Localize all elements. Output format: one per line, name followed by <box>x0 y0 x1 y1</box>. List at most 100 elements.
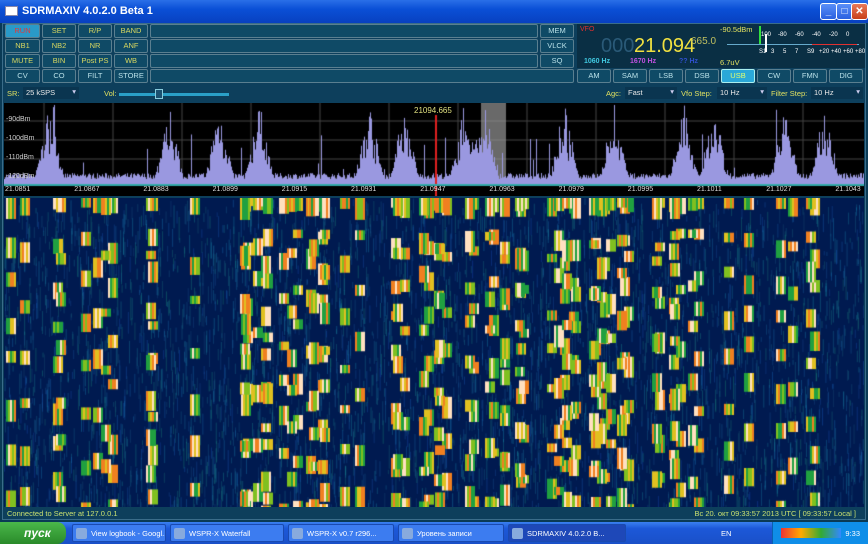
mode-button-sam[interactable]: SAM <box>613 69 647 83</box>
start-button[interactable]: пуск <box>0 522 66 544</box>
status-connection: Connected to Server at 127.0.0.1 <box>7 509 118 518</box>
freq-label: 21.0947 <box>420 186 446 193</box>
toolbar-button-filt[interactable]: FILT <box>78 69 112 83</box>
toolbar-button-co[interactable]: CO <box>42 69 76 83</box>
mode-button-am[interactable]: AM <box>577 69 611 83</box>
taskbar-item[interactable]: SDRMAXIV 4.0.2.0 B... <box>508 524 626 542</box>
toolbar-button-nb1[interactable]: NB1 <box>5 39 40 53</box>
freq-label: 21.0899 <box>212 186 238 193</box>
task-icon <box>174 528 185 539</box>
vfo-dim-digits: 000 <box>601 35 635 57</box>
clock: 9:33 <box>845 529 860 538</box>
toolbar-button-set[interactable]: SET <box>42 24 76 38</box>
taskbar-item[interactable]: WSPR-X Waterfall <box>170 524 284 542</box>
smeter-over-line <box>812 44 857 45</box>
toolbar-button-anf[interactable]: ANF <box>114 39 148 53</box>
toolbar-button-band[interactable]: BAND <box>114 24 148 38</box>
freq-label: 21.0995 <box>627 186 654 193</box>
task-label: WSPR-X v0.7 r296... <box>307 529 377 538</box>
toolbar-button-bin[interactable]: BIN <box>42 54 76 68</box>
smeter-bottom-tick: 5 <box>783 49 787 55</box>
toolbar-button-postps[interactable]: Post PS <box>78 54 112 68</box>
filter-width-hz: ?? Hz <box>679 58 699 65</box>
smeter-peak-needle <box>759 26 761 44</box>
toolbar-button-vlck[interactable]: VLCK <box>540 39 574 53</box>
minimize-button[interactable]: _ <box>820 3 837 20</box>
spectrum-display[interactable]: 21094.665 -90dBm -100dBm -110dBm -120dBm 21.… <box>4 103 864 196</box>
freq-label: 21.1043 <box>835 186 861 193</box>
task-label: Уровень записи <box>417 529 472 538</box>
smeter-dbm: -90.5dBm <box>720 25 753 34</box>
smeter-top-tick: 0 <box>846 32 850 38</box>
language-indicator[interactable]: EN <box>721 529 732 538</box>
toolbar-button-run[interactable]: RUN <box>5 24 40 38</box>
sr-select[interactable]: 25 kSPS <box>23 87 79 99</box>
freq-label: 21.0867 <box>74 186 100 193</box>
spectrum-trace <box>4 103 864 196</box>
smeter-bottom-tick: 3 <box>771 49 775 55</box>
taskbar-item[interactable]: Уровень записи <box>398 524 504 542</box>
filter-step-select[interactable]: 10 Hz <box>811 87 863 99</box>
mode-button-dsb[interactable]: DSB <box>685 69 719 83</box>
vfo-step-label: Vfo Step: <box>681 89 712 98</box>
toolbar-button-cv[interactable]: CV <box>5 69 40 83</box>
smeter-top-tick: -40 <box>812 32 821 38</box>
toolbar-button-nr[interactable]: NR <box>78 39 112 53</box>
waterfall-image <box>4 198 864 507</box>
waterfall-display[interactable] <box>4 198 864 507</box>
freq-label: 21.0851 <box>5 186 31 193</box>
taskbar-item[interactable]: WSPR-X v0.7 r296... <box>288 524 394 542</box>
toolbar-button-sq[interactable]: SQ <box>540 54 574 68</box>
freq-label: 21.1027 <box>766 186 792 193</box>
smeter-uv: 6.7uV <box>720 58 740 67</box>
filter-low-hz: 1060 Hz <box>584 58 611 65</box>
vol-label: Vol: <box>104 89 117 98</box>
agc-select[interactable]: Fast <box>625 87 677 99</box>
vol-slider[interactable] <box>119 89 229 99</box>
db-label: -90dBm <box>6 116 31 123</box>
smeter-top-tick: -20 <box>829 32 838 38</box>
db-label: -110dBm <box>6 154 34 161</box>
task-label: View logbook - Googl... <box>91 529 166 538</box>
freq-label: 21.0963 <box>489 186 515 193</box>
toolbar-button-rp[interactable]: R/P <box>78 24 112 38</box>
filter-step-label: Filter Step: <box>771 89 808 98</box>
toolbar-panel <box>150 39 538 53</box>
s-meter: -90.5dBm 6.7uV 100-80-60-40-200 S1357S9+… <box>719 24 865 68</box>
freq-label: 21.1011 <box>697 186 722 193</box>
vfo-frequency[interactable]: 21.094 <box>634 35 696 57</box>
smeter-top-tick: -80 <box>778 32 787 38</box>
mode-button-cw[interactable]: CW <box>757 69 791 83</box>
status-datetime: Вс 20. окт 09:33:57 2013 UTC [ 09:33:57 … <box>694 509 857 518</box>
toolbar-panel <box>150 24 538 38</box>
task-label: WSPR-X Waterfall <box>189 529 251 538</box>
task-icon <box>402 528 413 539</box>
toolbar-button-wb[interactable]: WB <box>114 54 148 68</box>
mode-button-lsb[interactable]: LSB <box>649 69 683 83</box>
toolbar-button-store[interactable]: STORE <box>114 69 148 83</box>
toolbar-button-mute[interactable]: MUTE <box>5 54 40 68</box>
smeter-bottom-tick: +80 <box>855 49 866 55</box>
vfo-step-select[interactable]: 10 Hz <box>717 87 767 99</box>
sr-label: SR: <box>7 89 20 98</box>
filter-high-hz: 1670 Hz <box>630 58 657 65</box>
toolbar-button-mem[interactable]: MEM <box>540 24 574 38</box>
freq-label: 21.0915 <box>281 186 308 193</box>
mode-button-fmn[interactable]: FMN <box>793 69 827 83</box>
toolbar-button-nb2[interactable]: NB2 <box>42 39 76 53</box>
mode-button-usb[interactable]: USB <box>721 69 755 83</box>
smeter-bottom-tick: +60 <box>843 49 854 55</box>
agc-label: Agc: <box>606 89 622 98</box>
task-icon <box>76 528 87 539</box>
task-icon <box>292 528 303 539</box>
vol-slider-thumb[interactable] <box>155 89 163 99</box>
db-label: -120dBm <box>6 173 35 180</box>
tray-icons[interactable] <box>781 528 841 538</box>
vfo-label: VFO <box>580 26 595 33</box>
smeter-bottom-tick: +40 <box>831 49 842 55</box>
mode-button-dig[interactable]: DIG <box>829 69 863 83</box>
toolbar-panel <box>150 69 574 83</box>
vfo-sub-frequency: 665.0 <box>691 36 717 47</box>
close-button[interactable]: ✕ <box>851 3 868 20</box>
taskbar-item[interactable]: View logbook - Googl... <box>72 524 166 542</box>
